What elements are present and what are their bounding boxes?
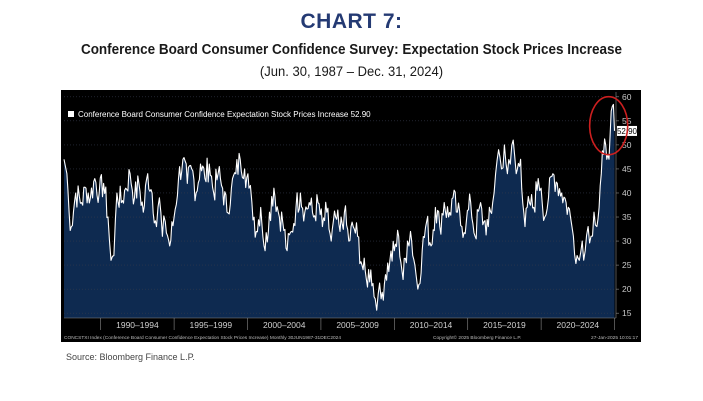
x-tick-label: 2015–2019 — [483, 320, 526, 330]
legend-label: Conference Board Consumer Confidence Exp… — [78, 110, 371, 119]
y-tick-label: 40 — [622, 188, 632, 198]
chart-number-label: CHART 7: — [300, 10, 403, 33]
y-tick-label: 50 — [622, 140, 632, 150]
x-tick-label: 1990–1994 — [116, 320, 159, 330]
x-tick-label: 2005–2009 — [336, 320, 379, 330]
footer-copyright: Copyright© 2025 Bloomberg Finance L.P. — [433, 334, 521, 341]
x-tick-label: 2020–2024 — [557, 320, 600, 330]
y-tick-label: 45 — [622, 164, 632, 174]
series-area-fill — [64, 104, 615, 319]
bloomberg-chart-panel: 15 20 25 30 35 40 45 50 55 60 1990–1994 1995–1999 20… — [61, 90, 641, 342]
highlight-circle — [588, 95, 629, 156]
y-tick-label: 35 — [622, 212, 632, 222]
chart-date-range: (Jun. 30, 1987 – Dec. 31, 2024) — [259, 63, 444, 79]
x-tick-label: 2010–2014 — [410, 320, 453, 330]
legend-swatch — [68, 111, 74, 117]
series-line — [63, 103, 616, 311]
source-note: Source: Bloomberg Finance L.P. — [66, 352, 195, 362]
x-tick-label: 1995–1999 — [190, 320, 233, 330]
footer-timestamp: 27-Jan-2025 10:01:17 — [591, 335, 638, 341]
x-tick-label: 2000–2004 — [263, 320, 306, 330]
chart-title: Conference Board Consumer Confidence Sur… — [80, 42, 623, 58]
y-tick-label: 30 — [622, 236, 632, 246]
y-tick-label: 60 — [622, 92, 632, 102]
y-tick-label: 20 — [622, 284, 632, 294]
footer-index-info: CONCSTXI Index (Conference Board Consume… — [64, 335, 341, 341]
y-tick-label: 15 — [622, 308, 632, 318]
y-tick-label: 25 — [622, 260, 632, 270]
